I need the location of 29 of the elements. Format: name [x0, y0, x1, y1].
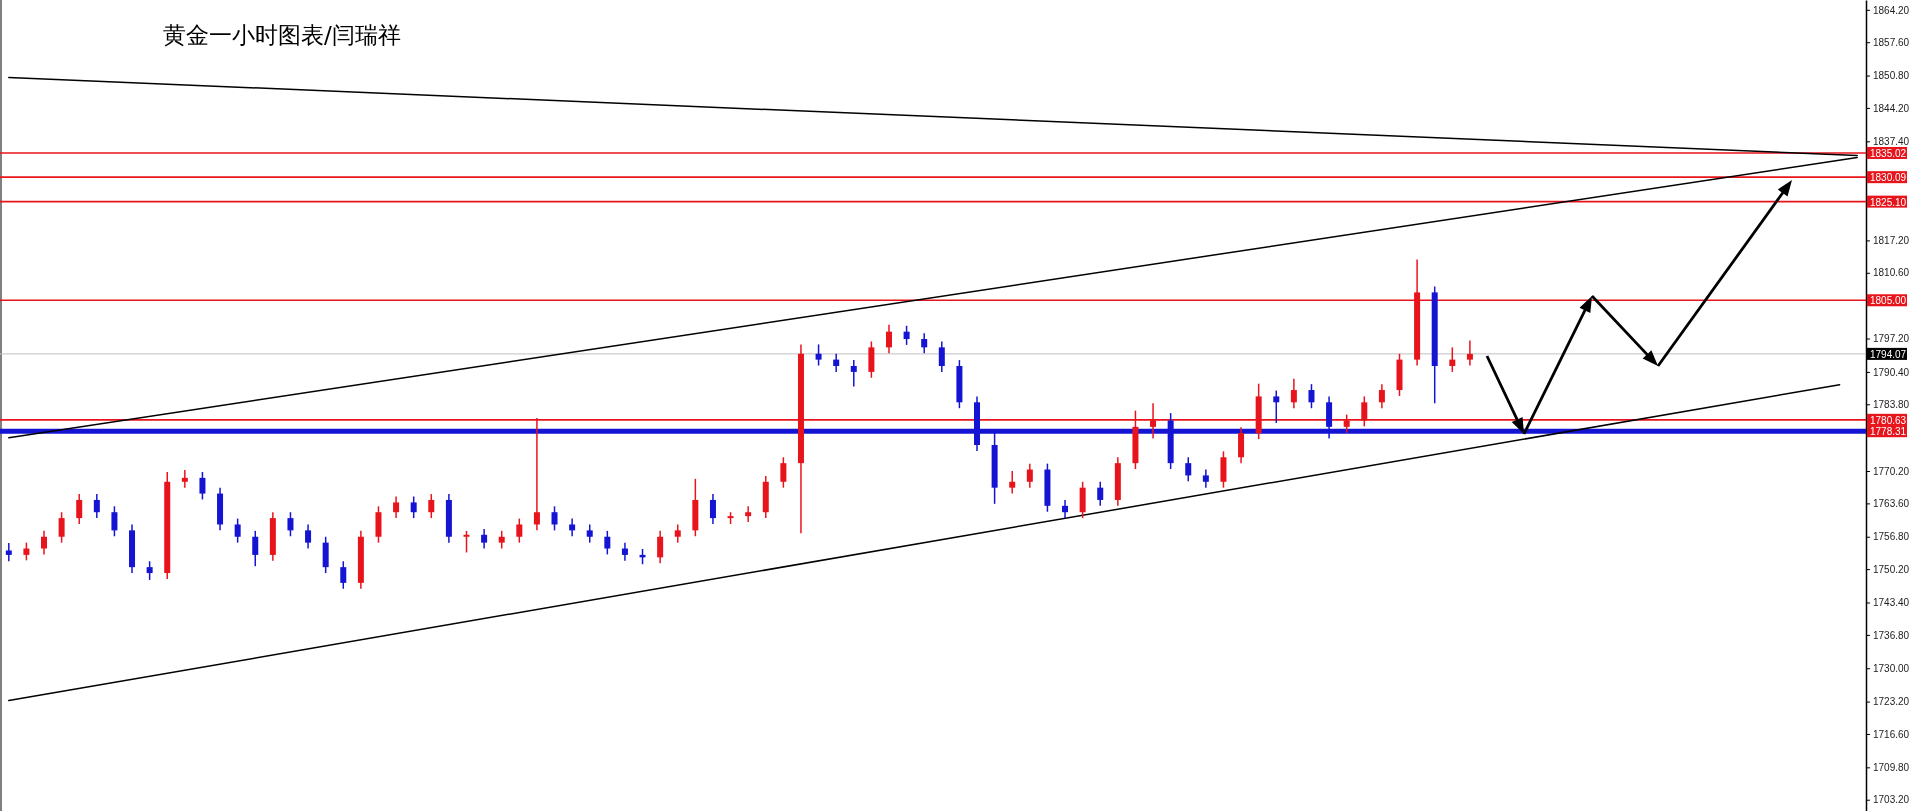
- y-tick-label: 1850.80: [1873, 70, 1910, 82]
- y-tick-label: 1837.40: [1873, 136, 1910, 147]
- y-tick-label: 1783.80: [1873, 398, 1910, 410]
- y-tick-label: 1770.20: [1873, 465, 1910, 477]
- y-tick-label: 1709.80: [1873, 762, 1910, 774]
- y-tick-label: 1736.80: [1873, 629, 1910, 641]
- ref-line-label: 1780.63: [1870, 414, 1907, 426]
- y-tick-label: 1716.60: [1873, 728, 1910, 740]
- y-tick-label: 1790.40: [1873, 366, 1910, 378]
- y-tick-label: 1844.20: [1873, 102, 1910, 114]
- y-tick-label: 1756.80: [1873, 531, 1910, 543]
- ref-line-label: 1805.00: [1870, 295, 1907, 307]
- text: 黄金一小时图表/闫瑞祥: [163, 22, 401, 48]
- y-tick-label: 1864.20: [1873, 4, 1910, 16]
- y-tick-label: 1763.60: [1873, 498, 1910, 510]
- y-tick-label: 1750.20: [1873, 563, 1910, 575]
- ref-line-label: 1794.07: [1870, 348, 1907, 360]
- y-tick-label: 1743.40: [1873, 597, 1910, 609]
- y-tick-label: 1703.20: [1873, 794, 1910, 806]
- y-tick-label: 1730.00: [1873, 662, 1910, 674]
- ref-line-label: 1835.02: [1870, 147, 1907, 159]
- y-tick-label: 1810.60: [1873, 267, 1910, 279]
- y-tick-label: 1817.20: [1873, 235, 1910, 247]
- y-tick-label: 1723.20: [1873, 696, 1910, 708]
- ref-line-label: 1830.09: [1870, 172, 1907, 184]
- ref-line-label: 1825.10: [1870, 196, 1907, 208]
- y-tick-label: 1797.20: [1873, 333, 1910, 345]
- ref-line-label: 1778.31: [1870, 426, 1907, 438]
- y-tick-label: 1857.60: [1873, 36, 1910, 48]
